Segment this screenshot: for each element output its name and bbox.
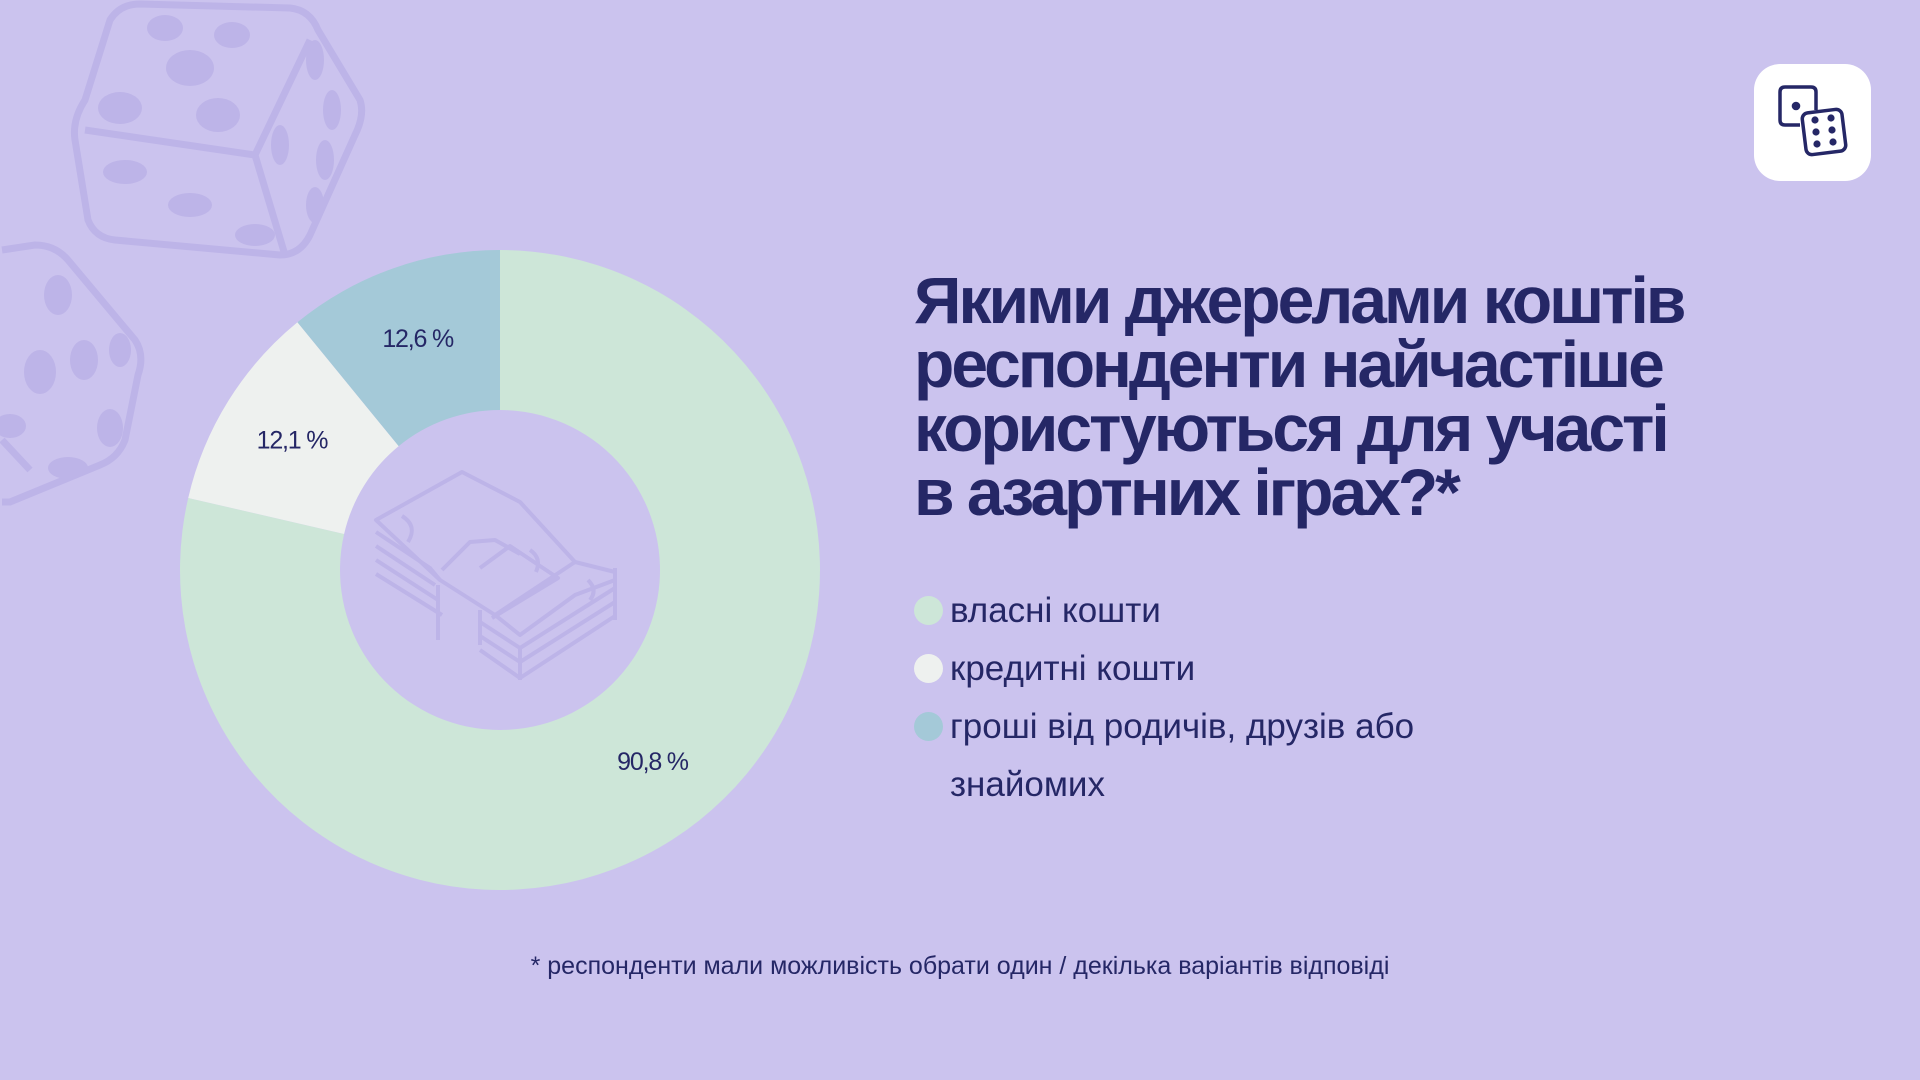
donut-slice-own-funds bbox=[180, 250, 820, 890]
legend-label: кредитні кошти bbox=[950, 649, 1196, 688]
footnote: * респонденти мали можливість обрати оди… bbox=[530, 952, 1390, 980]
legend-label: власні кошти bbox=[950, 591, 1161, 630]
app-dice-icon bbox=[1754, 64, 1871, 181]
legend-label: гроші від родичів, друзів або знайомих bbox=[950, 707, 1415, 804]
donut-slice-relatives-money bbox=[297, 250, 500, 447]
data-label-relatives-money: 12,6 % bbox=[382, 325, 454, 353]
data-label-own-funds: 90,8 % bbox=[617, 748, 689, 776]
legend-item-relatives-money: гроші від родичів, друзів або знайомих bbox=[914, 698, 1614, 814]
dice-icon bbox=[1778, 85, 1848, 157]
legend-swatch bbox=[914, 654, 943, 683]
legend-item-credit-funds: кредитні кошти bbox=[914, 640, 1614, 698]
title-line: Якими джерелами коштів bbox=[914, 263, 1686, 337]
chart-legend: власні кошти кредитні кошти гроші від ро… bbox=[914, 582, 1614, 814]
legend-item-own-funds: власні кошти bbox=[914, 582, 1614, 640]
background-dice-icon bbox=[0, 0, 366, 506]
chart-title: Якими джерелами коштів респонденти найча… bbox=[914, 263, 1874, 529]
legend-swatch bbox=[914, 712, 943, 741]
donut-slices bbox=[180, 250, 820, 890]
donut-data-labels: 90,8 % 12,1 % 12,6 % bbox=[257, 325, 690, 776]
money-stack-icon bbox=[374, 470, 617, 680]
donut-chart: 90,8 % 12,1 % 12,6 % bbox=[180, 250, 820, 890]
title-line: респонденти найчастіше bbox=[914, 327, 1665, 401]
donut-slice-credit-funds bbox=[188, 322, 399, 534]
title-line: користуються для участі bbox=[914, 391, 1670, 465]
legend-swatch bbox=[914, 596, 943, 625]
title-line: в азартних іграх?* bbox=[914, 455, 1461, 529]
data-label-credit-funds: 12,1 % bbox=[257, 427, 329, 455]
